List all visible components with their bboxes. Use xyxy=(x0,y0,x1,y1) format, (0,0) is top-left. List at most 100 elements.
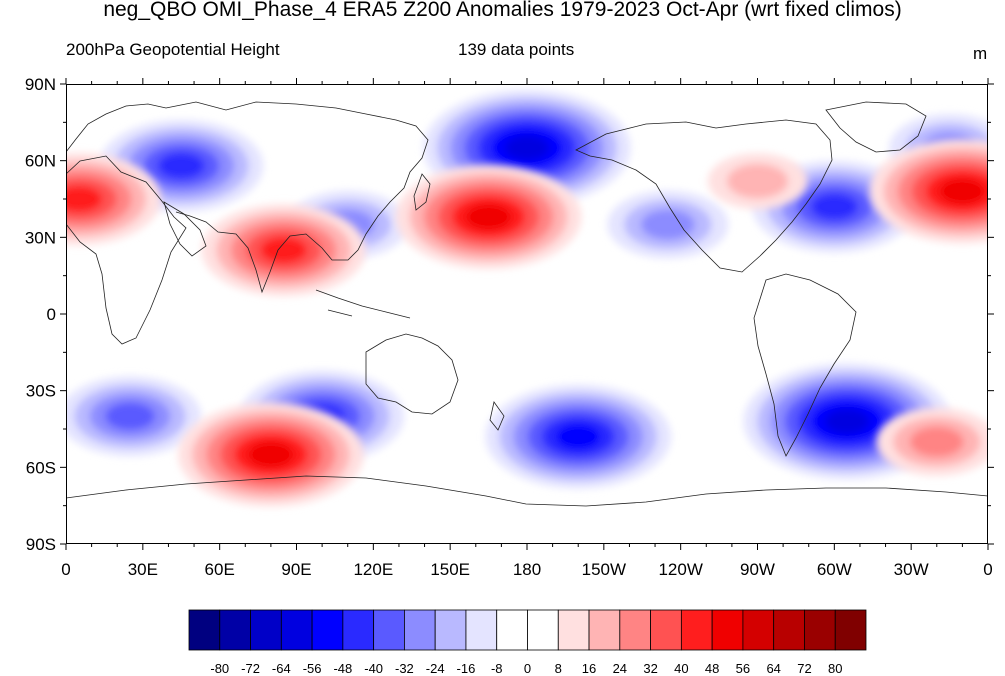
anomaly-center xyxy=(485,384,672,489)
colorbar-label: 32 xyxy=(643,661,657,676)
colorbar-label: 8 xyxy=(555,661,562,676)
colorbar-swatch xyxy=(311,609,344,651)
colorbar-label: -56 xyxy=(303,661,322,676)
coastline-new-zealand xyxy=(489,401,505,431)
colorbar-label: 80 xyxy=(828,661,842,676)
coastline-arabia xyxy=(163,201,207,257)
colorbar-swatch xyxy=(650,609,682,651)
coastline-north-america xyxy=(575,119,833,273)
colorbar-label: 16 xyxy=(582,661,596,676)
colorbar-swatch xyxy=(188,609,221,651)
map-title: neg_QBO OMI_Phase_4 ERA5 Z200 Anomalies … xyxy=(103,0,902,21)
colorbar-swatch xyxy=(280,609,313,651)
colorbar-label: 48 xyxy=(705,661,719,676)
lat-tick-label: 60N xyxy=(25,152,56,171)
lat-tick-label: 30N xyxy=(25,228,56,247)
colorbar-swatch xyxy=(804,609,836,651)
anomaly-center xyxy=(869,139,988,244)
colorbar-label: 56 xyxy=(736,661,750,676)
anomaly-fields xyxy=(66,89,988,507)
colorbar-label: -8 xyxy=(491,661,503,676)
colorbar-label: -16 xyxy=(457,661,476,676)
anomaly-center xyxy=(707,153,808,210)
anomaly-contour xyxy=(248,441,294,468)
anomaly-map xyxy=(66,84,988,544)
colorbar-swatch xyxy=(373,609,405,651)
colorbar-swatch xyxy=(250,609,282,651)
colorbar-swatch xyxy=(557,609,590,651)
lon-tick-label: 150E xyxy=(430,560,470,579)
lon-tick-label: 120W xyxy=(658,560,702,579)
colorbar-label: 64 xyxy=(766,661,780,676)
anomaly-contour xyxy=(157,152,205,179)
lat-tick-label: 60S xyxy=(26,458,56,477)
coastline-south-america xyxy=(753,273,857,457)
lat-tick-label: 30S xyxy=(26,382,56,401)
colorbar-swatch xyxy=(465,609,498,651)
colorbar-label: -24 xyxy=(426,661,445,676)
anomaly-center xyxy=(395,164,582,269)
lon-tick-label: 150W xyxy=(582,560,626,579)
lat-tick-label: 90N xyxy=(25,75,56,94)
colorbar-swatch xyxy=(680,609,713,651)
colorbar-label: 0 xyxy=(524,661,531,676)
lon-tick-label: 90W xyxy=(740,560,775,579)
colorbar-swatch xyxy=(404,609,436,651)
lat-tick-label: 90S xyxy=(26,535,56,554)
lon-tick-label: 60E xyxy=(205,560,235,579)
anomaly-contour xyxy=(810,193,858,220)
colorbar-label: 24 xyxy=(613,661,627,676)
colorbar-label: -32 xyxy=(395,661,414,676)
anomaly-contour xyxy=(726,163,789,199)
lon-tick-label: 30W xyxy=(894,560,929,579)
anomaly-center xyxy=(201,204,366,297)
coastline-australia xyxy=(365,333,459,415)
lat-tick-label: 0 xyxy=(47,305,56,324)
anomaly-center xyxy=(66,153,161,245)
colorbar-swatch xyxy=(588,609,621,651)
data-point-count: 139 data points xyxy=(458,40,575,59)
anomaly-center xyxy=(66,376,202,457)
lon-tick-label: 120E xyxy=(353,560,393,579)
colorbar-swatch xyxy=(773,609,805,651)
anomaly-contour xyxy=(825,409,869,434)
anomaly-contour xyxy=(555,424,601,450)
coastline-africa xyxy=(66,155,187,345)
anomaly-center xyxy=(607,190,729,259)
colorbar-swatch xyxy=(342,609,375,651)
colorbar-label: 40 xyxy=(674,661,688,676)
anomaly-contour xyxy=(641,209,695,240)
colorbar-label: -40 xyxy=(364,661,383,676)
colorbar-swatch xyxy=(619,609,651,651)
map-border xyxy=(66,84,988,544)
lon-tick-label: 0 xyxy=(61,560,70,579)
units-label: m xyxy=(973,44,988,63)
coastline-greenland xyxy=(825,101,927,153)
colorbar-label: -72 xyxy=(241,661,260,676)
colorbar-label: -64 xyxy=(272,661,291,676)
coastline-indonesia xyxy=(315,289,411,319)
colorbar-label: -48 xyxy=(333,661,352,676)
coastline-antarctica xyxy=(66,475,988,507)
colorbar-swatch xyxy=(434,609,467,651)
coastline-eurasia xyxy=(66,101,429,294)
anomaly-contour xyxy=(466,204,512,230)
coastlines xyxy=(66,101,988,507)
lon-tick-label: 180 xyxy=(513,560,541,579)
variable-subtitle: 200hPa Geopotential Height xyxy=(66,40,280,59)
anomaly-contour xyxy=(939,178,985,204)
colorbar-swatch xyxy=(527,609,559,651)
colorbar-label: -80 xyxy=(210,661,229,676)
lon-tick-label: 90E xyxy=(281,560,311,579)
coastline-japan xyxy=(413,173,431,211)
anomaly-center xyxy=(178,402,364,507)
colorbar-swatch xyxy=(711,609,744,651)
colorbar-swatch xyxy=(496,609,528,651)
anomaly-contour xyxy=(105,402,155,431)
anomaly-center xyxy=(876,407,988,476)
anomaly-contour xyxy=(66,185,103,213)
colorbar-swatch xyxy=(742,609,775,651)
lon-tick-label: 30E xyxy=(128,560,158,579)
lon-tick-label: 0 xyxy=(983,560,992,579)
colorbar-swatch xyxy=(219,609,251,651)
